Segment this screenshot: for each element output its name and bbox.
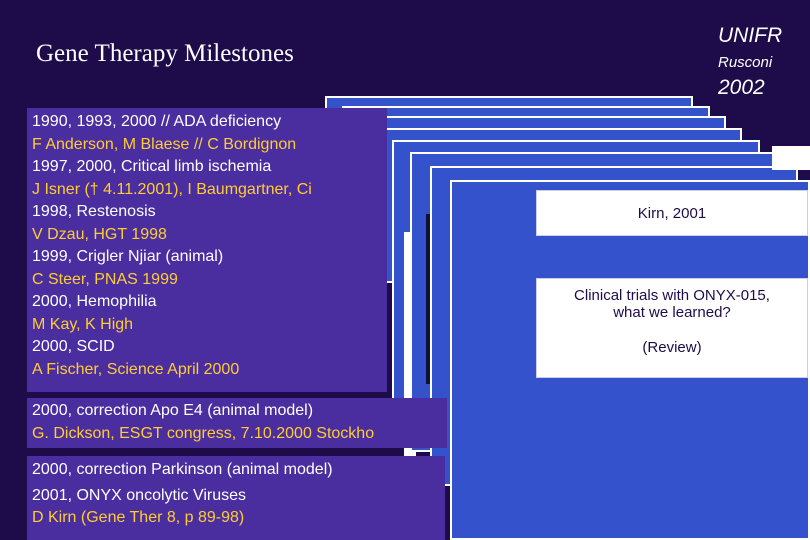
author-label: Rusconi <box>718 54 773 71</box>
milestones-panel: 1990, 1993, 2000 // ADA deficiency F And… <box>27 108 387 392</box>
parkinson-event: 2000, correction Parkinson (animal model… <box>32 461 333 478</box>
milestone-6-event: 2000, SCID <box>32 338 115 355</box>
milestone-4-event: 1999, Crigler Njiar (animal) <box>32 248 224 265</box>
milestone-3-authors: V Dzau, HGT 1998 <box>32 225 167 243</box>
front-card-header: Kirn, 2001 <box>536 190 808 236</box>
onyx-authors: D Kirn (Gene Ther 8, p 89-98) <box>32 509 245 526</box>
slide-title: Gene Therapy Milestones <box>36 40 294 67</box>
front-card: Kirn, 2001 Clinical trials with ONYX-015… <box>450 180 810 540</box>
milestone-4-authors: C Steer, PNAS 1999 <box>32 270 178 288</box>
year-label: 2002 <box>718 76 765 99</box>
milestone-3-event: 1998, Restenosis <box>32 203 156 220</box>
front-card-header-text: Kirn, 2001 <box>637 205 707 222</box>
apo-e4-event: 2000, correction Apo E4 (animal model) <box>32 402 314 419</box>
apo-e4-authors: G. Dickson, ESGT congress, 7.10.2000 Sto… <box>32 424 375 442</box>
milestone-5-authors: M Kay, K High <box>32 315 134 333</box>
milestone-5-event: 2000, Hemophilia <box>32 293 157 310</box>
front-card-note: (Review) <box>642 339 702 356</box>
onyx-event: 2001, ONYX oncolytic Viruses <box>32 486 247 504</box>
front-card-line-1: Clinical trials with ONYX-015, <box>574 287 770 304</box>
milestone-1-event: 1990, 1993, 2000 // ADA deficiency <box>32 113 282 130</box>
apo-e4-panel: 2000, correction Apo E4 (animal model) G… <box>27 398 447 448</box>
milestone-1-authors: F Anderson, M Blaese // C Bordignon <box>32 135 297 153</box>
milestone-2-event: 1997, 2000, Critical limb ischemia <box>32 158 272 175</box>
card-corner-white <box>772 146 810 170</box>
front-card-body: Clinical trials with ONYX-015, what we l… <box>536 278 808 378</box>
parkinson-onyx-panel: 2000, correction Parkinson (animal model… <box>27 456 445 540</box>
institution-label: UNIFR <box>718 24 783 47</box>
card-edge-bar <box>426 214 432 384</box>
milestone-6-authors: A Fischer, Science April 2000 <box>32 360 240 378</box>
front-card-line-2: what we learned? <box>613 304 731 321</box>
milestone-2-authors: J Isner († 4.11.2001), I Baumgartner, Ci <box>32 180 312 198</box>
